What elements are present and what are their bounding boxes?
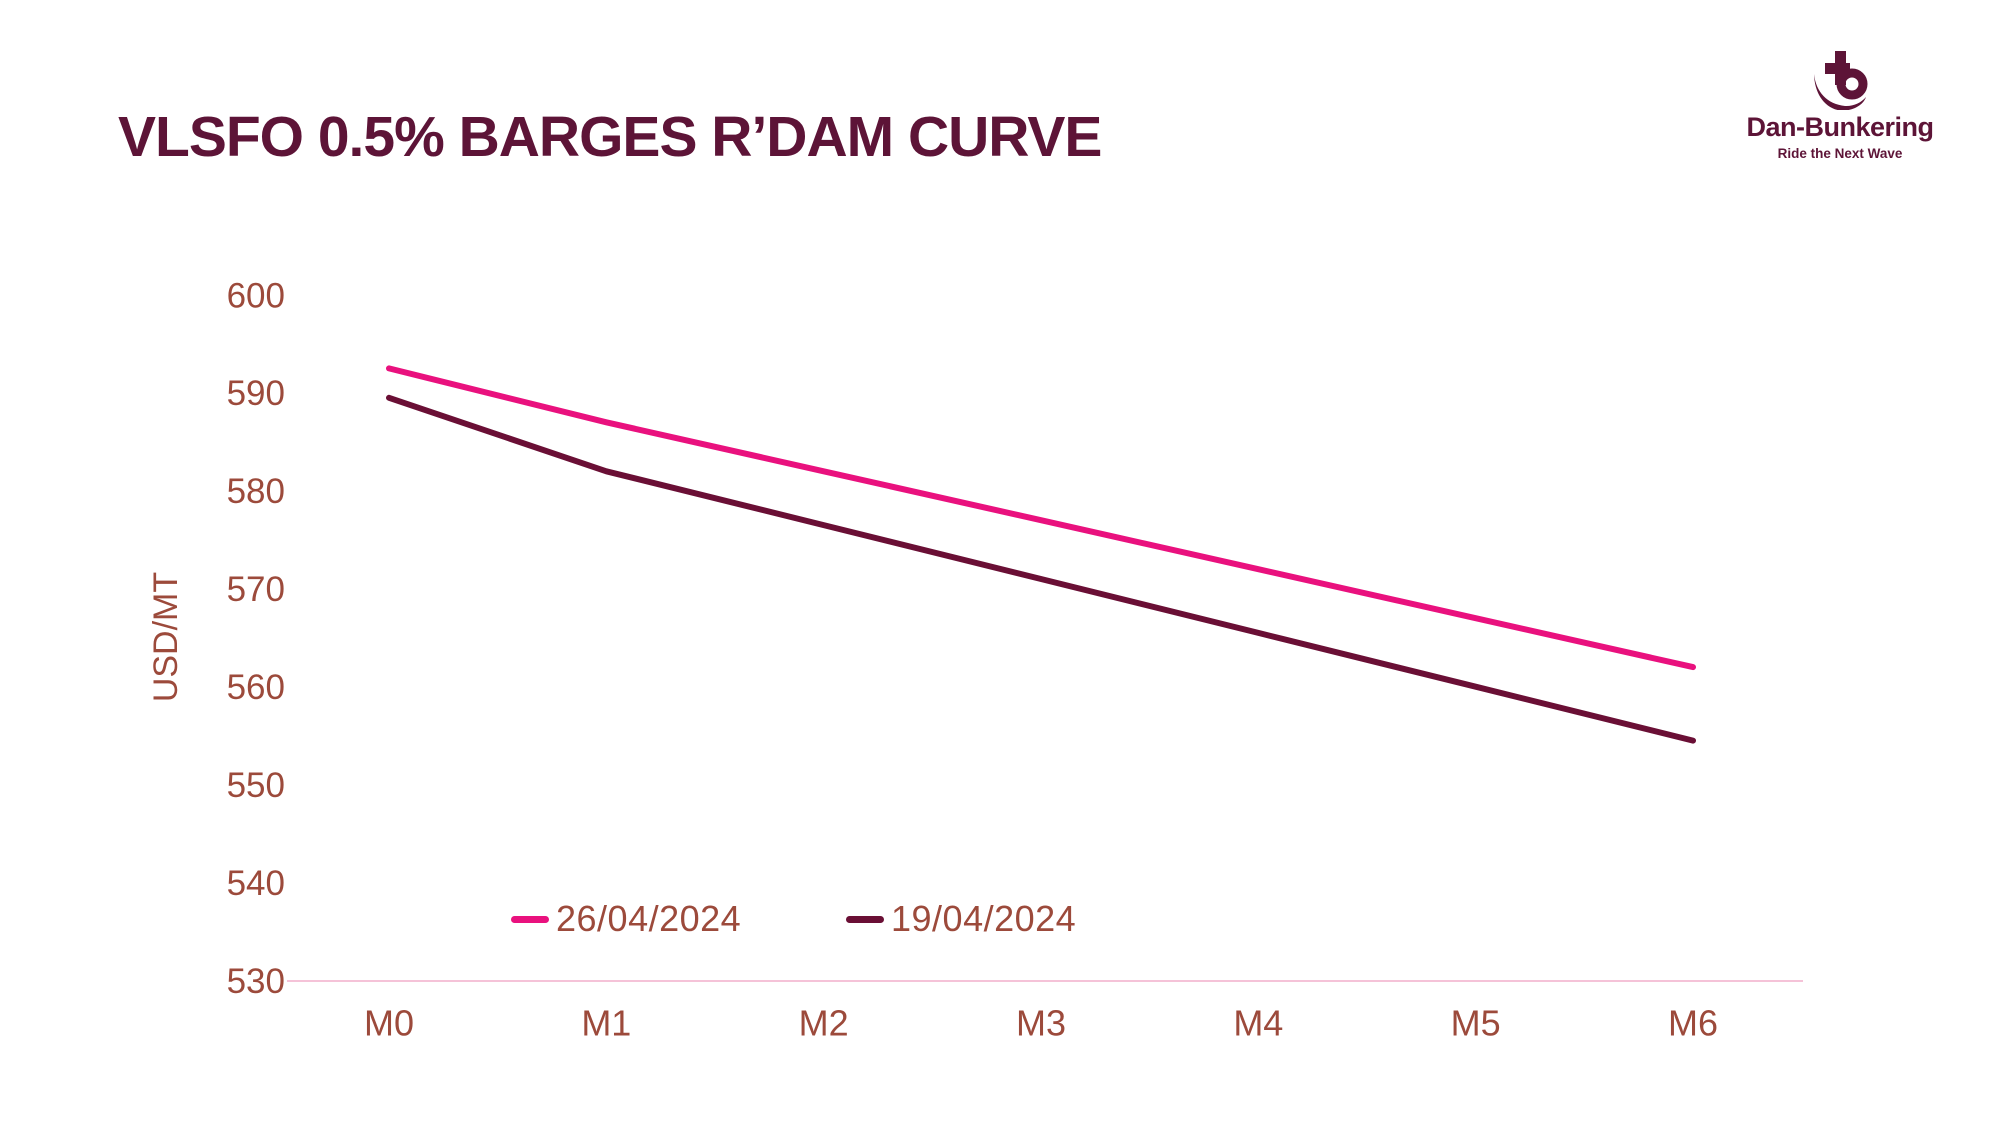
y-tick-label: 530 <box>227 962 285 1001</box>
x-tick-label: M6 <box>1668 1003 1718 1044</box>
series-line-26-04-2024 <box>386 365 1696 671</box>
x-tick-label: M5 <box>1451 1003 1501 1044</box>
x-tick-label: M4 <box>1233 1003 1283 1044</box>
y-tick-label: 570 <box>227 570 285 609</box>
x-tick-label: M3 <box>1016 1003 1066 1044</box>
legend-item-previous: 19/04/2024 <box>846 898 1076 940</box>
x-tick-label: M2 <box>799 1003 849 1044</box>
y-tick-label: 590 <box>227 374 285 413</box>
y-tick-label: 580 <box>227 472 285 511</box>
legend-label-previous: 19/04/2024 <box>891 898 1077 939</box>
y-tick-label: 560 <box>227 668 285 707</box>
logo-wordmark: Dan-Bunkering <box>1746 112 1934 142</box>
y-axis-title: USD/MT <box>147 572 185 702</box>
y-tick-label: 600 <box>227 276 285 315</box>
y-tick-label: 540 <box>227 864 285 903</box>
series-line-19-04-2024 <box>386 394 1696 744</box>
dan-bunkering-logo: Dan-Bunkering Ride the Next Wave <box>1735 50 1945 161</box>
x-tick-label: M1 <box>581 1003 631 1044</box>
legend-swatch-current <box>511 915 549 923</box>
logo-tagline: Ride the Next Wave <box>1777 146 1903 161</box>
x-tick-label: M0 <box>364 1003 414 1044</box>
chart-title: VLSFO 0.5% BARGES R’DAM CURVE <box>118 105 1102 169</box>
anchor-b-icon <box>1814 51 1868 110</box>
legend-swatch-previous <box>846 915 884 923</box>
legend-item-current: 26/04/2024 <box>511 898 741 940</box>
y-tick-label: 550 <box>227 766 285 805</box>
legend-label-current: 26/04/2024 <box>556 898 742 939</box>
